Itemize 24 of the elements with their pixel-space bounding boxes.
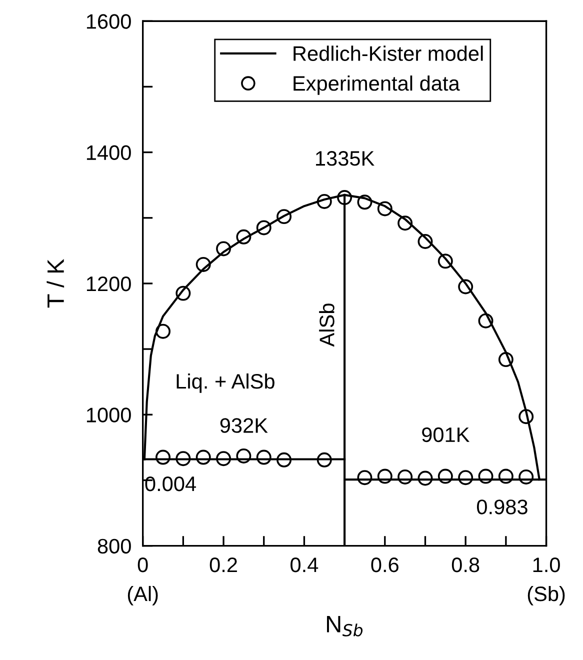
annotation: 1335K — [316, 151, 374, 166]
x-tick-label: 1.0 — [533, 557, 560, 572]
annotation: 0.983 — [476, 500, 528, 514]
annotation: Liq. + AlSb — [176, 373, 274, 393]
x-tick-label: 0.8 — [452, 557, 480, 572]
x-axis-title: N$_{Sb}$ — [327, 616, 363, 636]
y-tick-label: 1000 — [86, 408, 131, 422]
y-tick-label: 800 — [98, 538, 131, 554]
legend-label: Experimental data — [294, 75, 460, 95]
text: (Al) — [128, 586, 158, 606]
ref-line-label: AlSb — [319, 304, 334, 347]
legend-label: Redlich-Kister model — [294, 46, 483, 61]
x-tick-label: 0.4 — [290, 557, 318, 572]
annotation: 0.004 — [145, 476, 196, 492]
y-axis-title: T / K — [46, 259, 64, 308]
text: (Sb) — [528, 586, 565, 606]
annotation: 901K — [422, 427, 470, 442]
y-tick-label: 1400 — [86, 145, 131, 160]
y-tick-label: 1600 — [86, 14, 131, 29]
x-tick-label: 0 — [138, 557, 148, 572]
annotation: 932K — [220, 418, 268, 433]
x-tick-label: 0.6 — [371, 557, 398, 572]
y-tick-label: 1200 — [86, 276, 131, 292]
x-tick-label: 0.2 — [210, 557, 237, 572]
